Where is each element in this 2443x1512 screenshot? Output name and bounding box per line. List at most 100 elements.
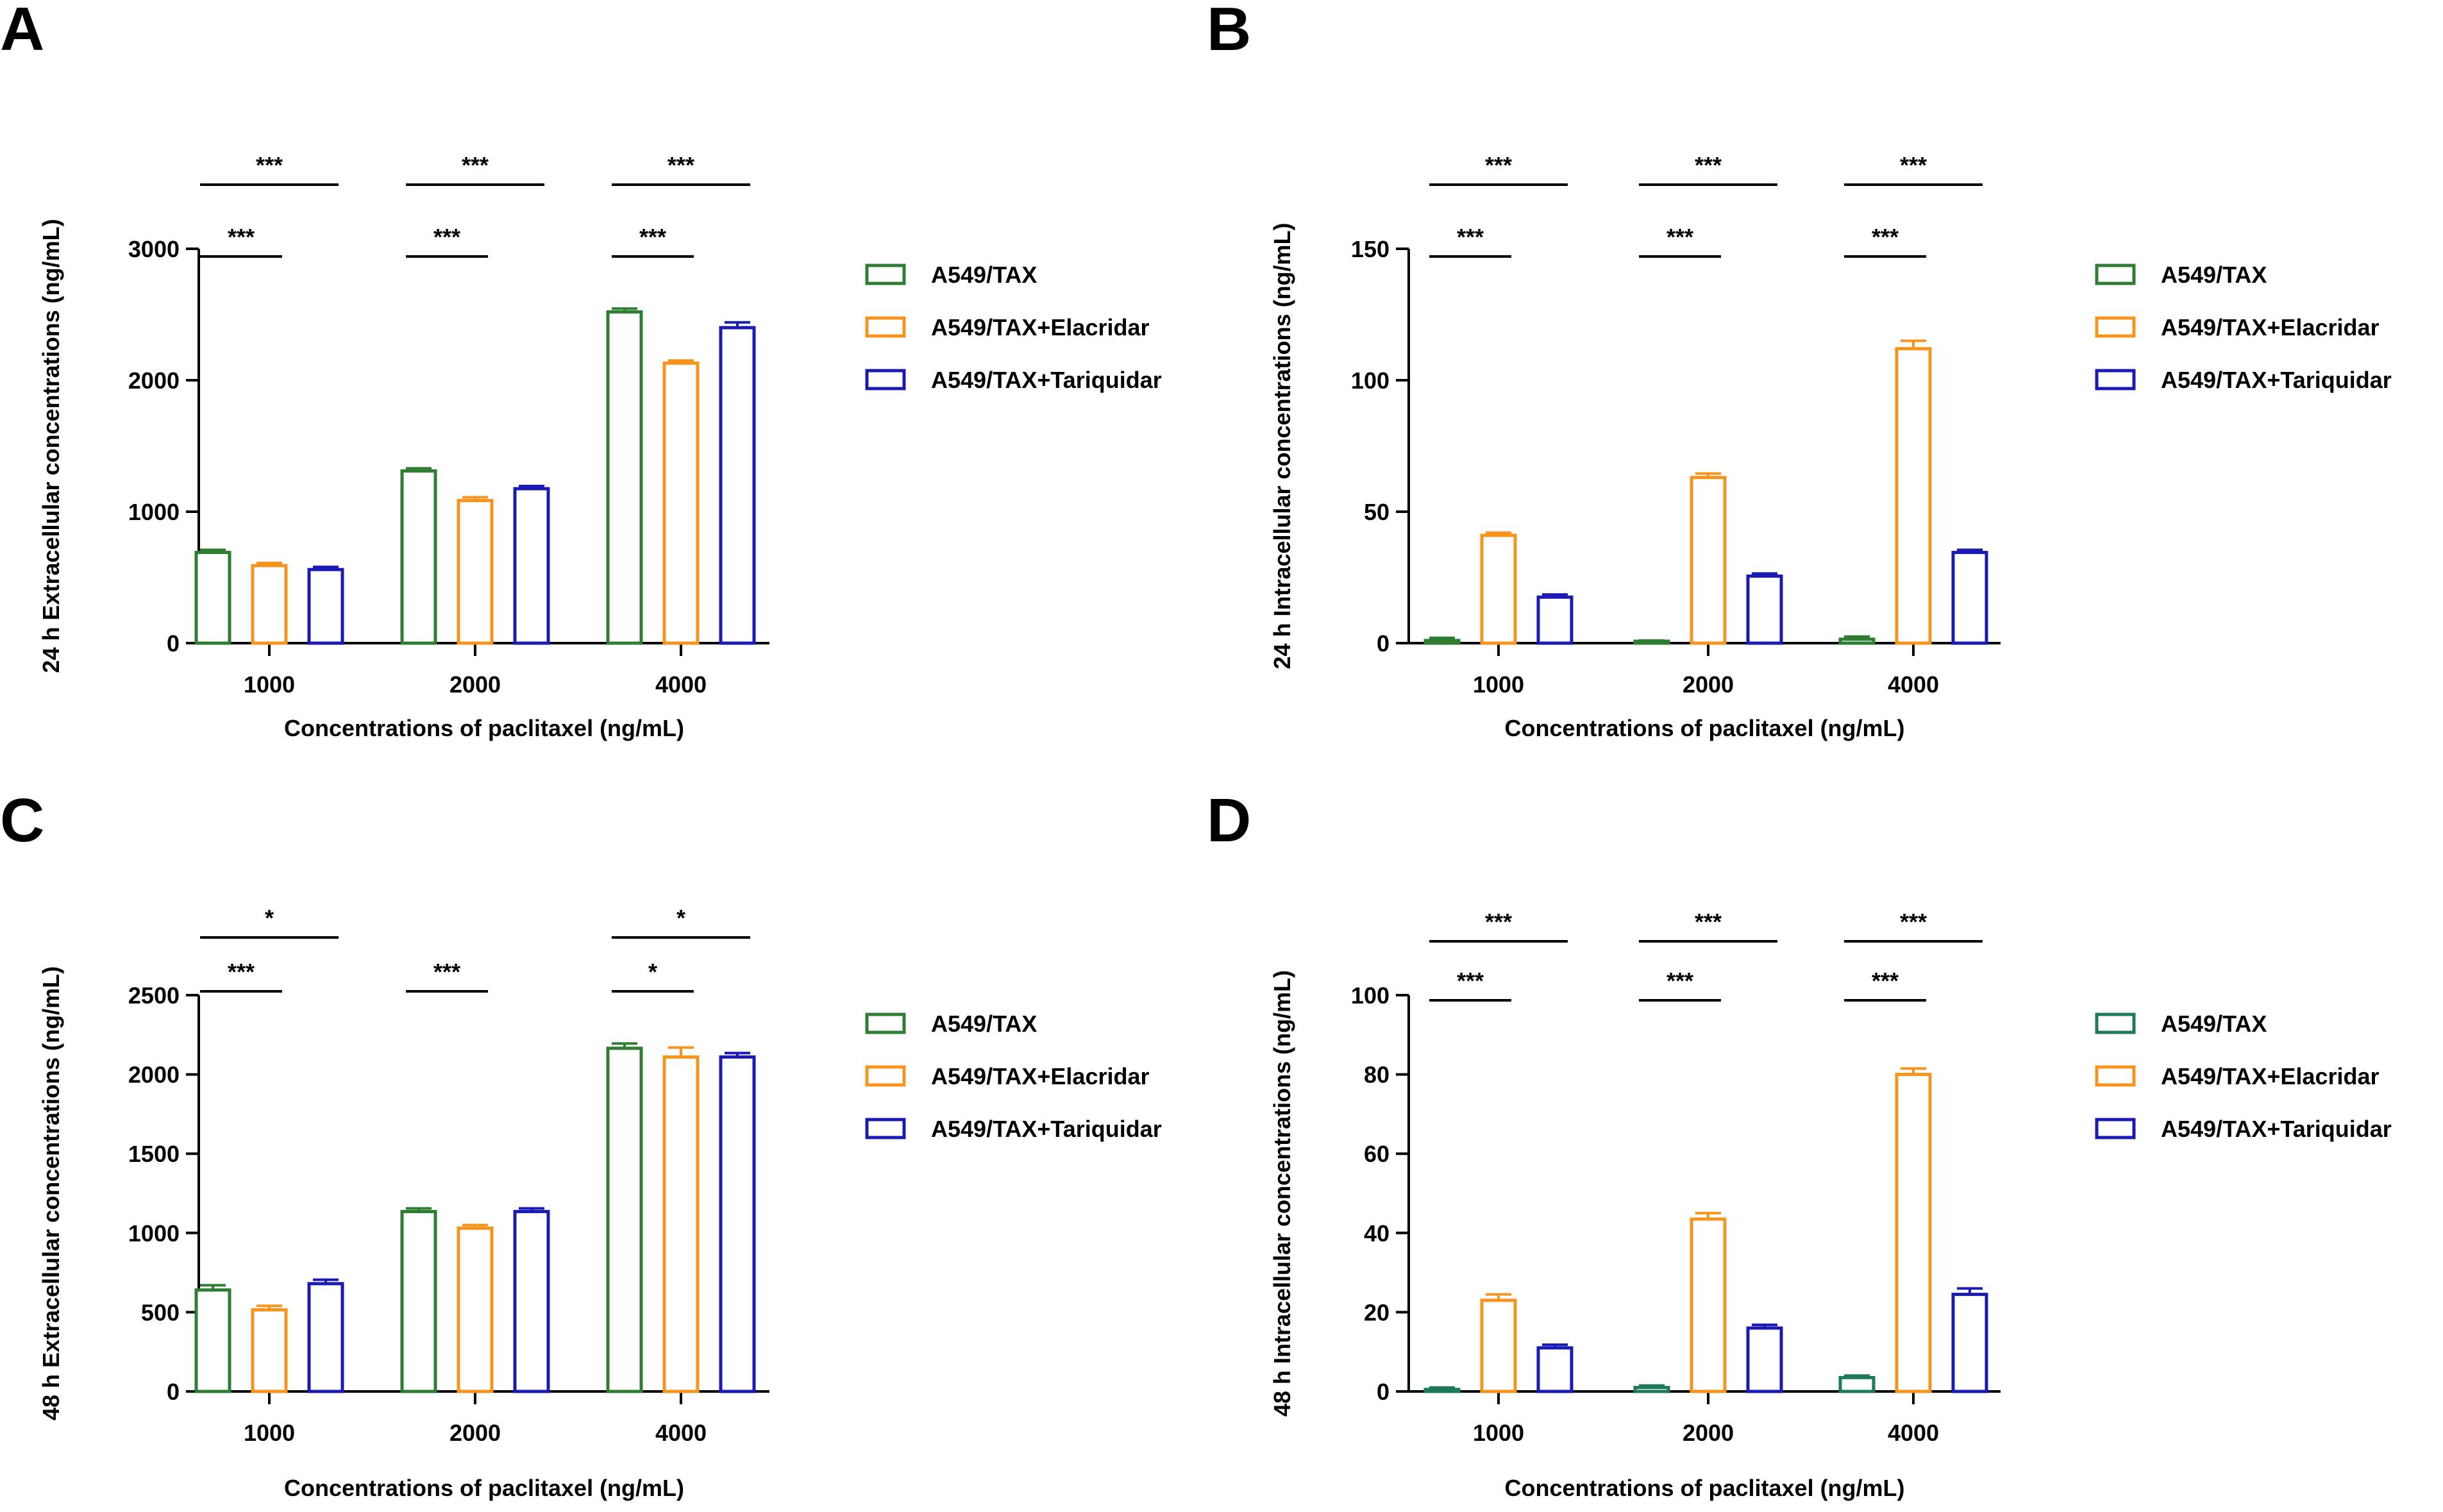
significance-label: *	[676, 905, 685, 931]
bar	[1690, 476, 1727, 645]
bar	[307, 1282, 344, 1393]
legend-swatch	[865, 316, 906, 338]
significance-label: ***	[667, 152, 694, 178]
y-tick-label: 500	[141, 1299, 180, 1325]
bar	[1951, 1293, 1988, 1393]
bar	[400, 469, 437, 645]
panel-b: B 0 50 100 150 1000 2000 4000 Concentrations of …	[1207, 0, 2392, 741]
y-tick-label: 3000	[128, 236, 180, 262]
panel-label: C	[0, 786, 44, 855]
y-tick-label: 100	[1351, 982, 1389, 1009]
y-axis-label: 48 h Extracellular concentrations (ng/mL…	[38, 966, 64, 1420]
y-tick-label: 50	[1364, 499, 1389, 525]
legend-label: A549/TAX+Elacridar	[931, 314, 1150, 340]
bar	[513, 1209, 550, 1393]
significance-label: ***	[228, 959, 255, 985]
x-tick-label: 4000	[655, 1420, 707, 1446]
significance-label: ***	[1666, 224, 1693, 250]
bar	[1480, 1298, 1517, 1393]
panel-a: A 0 1000 2000 3000 1000 2000 4000 Concentrations…	[0, 0, 1162, 741]
x-tick-label: 1000	[244, 671, 295, 698]
bar	[1423, 1388, 1461, 1393]
x-axis-label: Concentrations of paclitaxel (ng/mL)	[1504, 715, 1904, 741]
legend-swatch	[865, 1118, 906, 1139]
x-axis-label: Concentrations of paclitaxel (ng/mL)	[284, 1475, 684, 1501]
significance-label: ***	[1485, 909, 1512, 935]
significance-label: ***	[1695, 152, 1722, 178]
significance-label: ***	[1457, 968, 1484, 994]
legend-swatch	[865, 1012, 906, 1034]
x-axis-label: Concentrations of paclitaxel (ng/mL)	[1504, 1475, 1904, 1501]
significance-label: *	[648, 959, 657, 985]
significance-label: ***	[1485, 152, 1512, 178]
legend-label: A549/TAX+Tariquidar	[2161, 367, 2392, 393]
bar	[194, 551, 231, 645]
bar	[606, 1046, 643, 1393]
panel-label: D	[1207, 786, 1251, 855]
bar	[1838, 637, 1876, 645]
significance-label: ***	[228, 224, 255, 250]
bar	[719, 326, 756, 645]
legend-swatch	[2095, 1065, 2136, 1087]
significance-label: ***	[1457, 224, 1484, 250]
y-tick-label: 1000	[128, 1220, 180, 1247]
legend-swatch	[2095, 264, 2136, 285]
legend-label: A549/TAX+Tariquidar	[931, 367, 1162, 393]
significance-label: *	[265, 905, 274, 931]
x-tick-label: 1000	[1473, 1420, 1524, 1446]
y-tick-label: 0	[1377, 630, 1389, 657]
significance-label: ***	[462, 152, 489, 178]
bar	[662, 1055, 700, 1393]
significance-label: ***	[433, 224, 460, 250]
bar	[1895, 1073, 1932, 1393]
significance-label: ***	[1900, 152, 1927, 178]
y-tick-label: 20	[1364, 1299, 1389, 1325]
bar	[1690, 1217, 1727, 1393]
significance-label: ***	[1872, 224, 1899, 250]
bar	[1746, 1326, 1783, 1393]
bar	[457, 1226, 494, 1393]
legend-label: A549/TAX	[2161, 1011, 2267, 1037]
bar	[251, 564, 288, 645]
legend-swatch	[865, 369, 906, 391]
panel-label: A	[0, 0, 44, 63]
legend-label: A549/TAX	[2161, 262, 2267, 288]
legend-label: A549/TAX+Elacridar	[931, 1063, 1150, 1089]
x-tick-label: 4000	[655, 671, 707, 698]
bar	[1895, 347, 1932, 645]
bar	[457, 499, 494, 645]
bar	[307, 567, 344, 645]
bar	[719, 1055, 756, 1393]
y-axis-label: 24 h Intracellular concentrations (ng/mL…	[1269, 223, 1295, 669]
y-tick-label: 0	[1377, 1379, 1389, 1405]
x-axis-label: Concentrations of paclitaxel (ng/mL)	[284, 715, 684, 741]
bar	[1838, 1375, 1876, 1393]
bar	[1480, 533, 1517, 645]
bar	[194, 1288, 231, 1393]
y-tick-label: 80	[1364, 1062, 1389, 1088]
legend-label: A549/TAX	[931, 262, 1037, 288]
legend-label: A549/TAX	[931, 1011, 1037, 1037]
significance-label: ***	[1695, 909, 1722, 935]
legend-label: A549/TAX+Tariquidar	[2161, 1116, 2392, 1142]
bar	[513, 487, 550, 645]
x-tick-label: 2000	[449, 1420, 501, 1446]
y-tick-label: 1500	[128, 1141, 180, 1167]
legend-label: A549/TAX+Elacridar	[2161, 314, 2380, 340]
panel-label: B	[1207, 0, 1251, 63]
x-tick-label: 1000	[1473, 671, 1524, 698]
x-tick-label: 2000	[449, 671, 501, 698]
y-tick-label: 0	[167, 1379, 180, 1405]
y-tick-label: 2500	[128, 982, 180, 1009]
bar	[251, 1308, 288, 1393]
x-tick-label: 4000	[1888, 671, 1939, 698]
panel-d: D 0 20 40 60 80 100 1000 2000 4000 Concentrations …	[1207, 786, 2392, 1501]
legend-swatch	[865, 1065, 906, 1087]
bar	[1746, 574, 1783, 645]
x-tick-label: 2000	[1683, 671, 1734, 698]
y-axis-label: 24 h Extracellular concentrations (ng/mL…	[38, 219, 64, 673]
x-tick-label: 4000	[1888, 1420, 1939, 1446]
legend-swatch	[2095, 316, 2136, 338]
significance-label: ***	[433, 959, 460, 985]
legend-label: A549/TAX+Tariquidar	[931, 1116, 1162, 1142]
